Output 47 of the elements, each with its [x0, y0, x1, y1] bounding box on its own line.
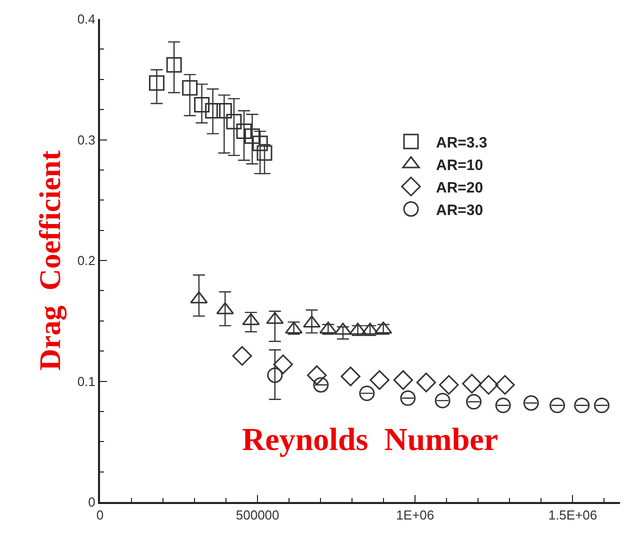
point [523, 395, 539, 411]
point [306, 365, 327, 386]
point [226, 114, 242, 130]
point [462, 374, 482, 394]
point [216, 103, 232, 119]
y-tick-label: 0.2 [77, 253, 96, 268]
legend-label: AR=10 [436, 156, 484, 174]
point [256, 145, 272, 161]
point [313, 377, 329, 393]
point [236, 124, 252, 140]
point [439, 375, 459, 395]
point [232, 346, 252, 366]
point [182, 80, 198, 96]
y-tick-label: 0.3 [77, 132, 96, 148]
point [252, 136, 268, 152]
x-tick-label: 1E+06 [396, 508, 434, 523]
point [194, 96, 210, 112]
point [495, 398, 511, 414]
point [478, 375, 498, 395]
y-axis-title: Drag Coefficient [34, 150, 67, 370]
point [205, 103, 221, 119]
legend-label: AR=20 [436, 179, 484, 196]
point [434, 392, 450, 408]
point [594, 398, 610, 414]
point [148, 75, 164, 91]
point [400, 390, 416, 406]
point [416, 372, 436, 392]
x-tick-label: 1.5E+06 [548, 508, 598, 523]
y-tick-label: 0.4 [77, 12, 96, 27]
point [359, 386, 375, 402]
y-tick-label: 0.1 [77, 374, 96, 389]
point [273, 354, 293, 374]
x-axis-title: Reynolds Number [242, 421, 498, 457]
point [466, 394, 482, 410]
point [267, 367, 283, 383]
point [166, 57, 182, 73]
y-tick-label: 0 [88, 494, 96, 510]
point [550, 398, 566, 414]
point [574, 398, 590, 414]
legend-label: AR=30 [436, 202, 484, 219]
legend-label: AR=3.3 [436, 134, 488, 152]
point [393, 370, 414, 390]
point [340, 366, 360, 386]
point [244, 128, 260, 144]
point [370, 370, 390, 390]
x-tick-label: 500000 [236, 508, 280, 523]
point [495, 375, 515, 395]
